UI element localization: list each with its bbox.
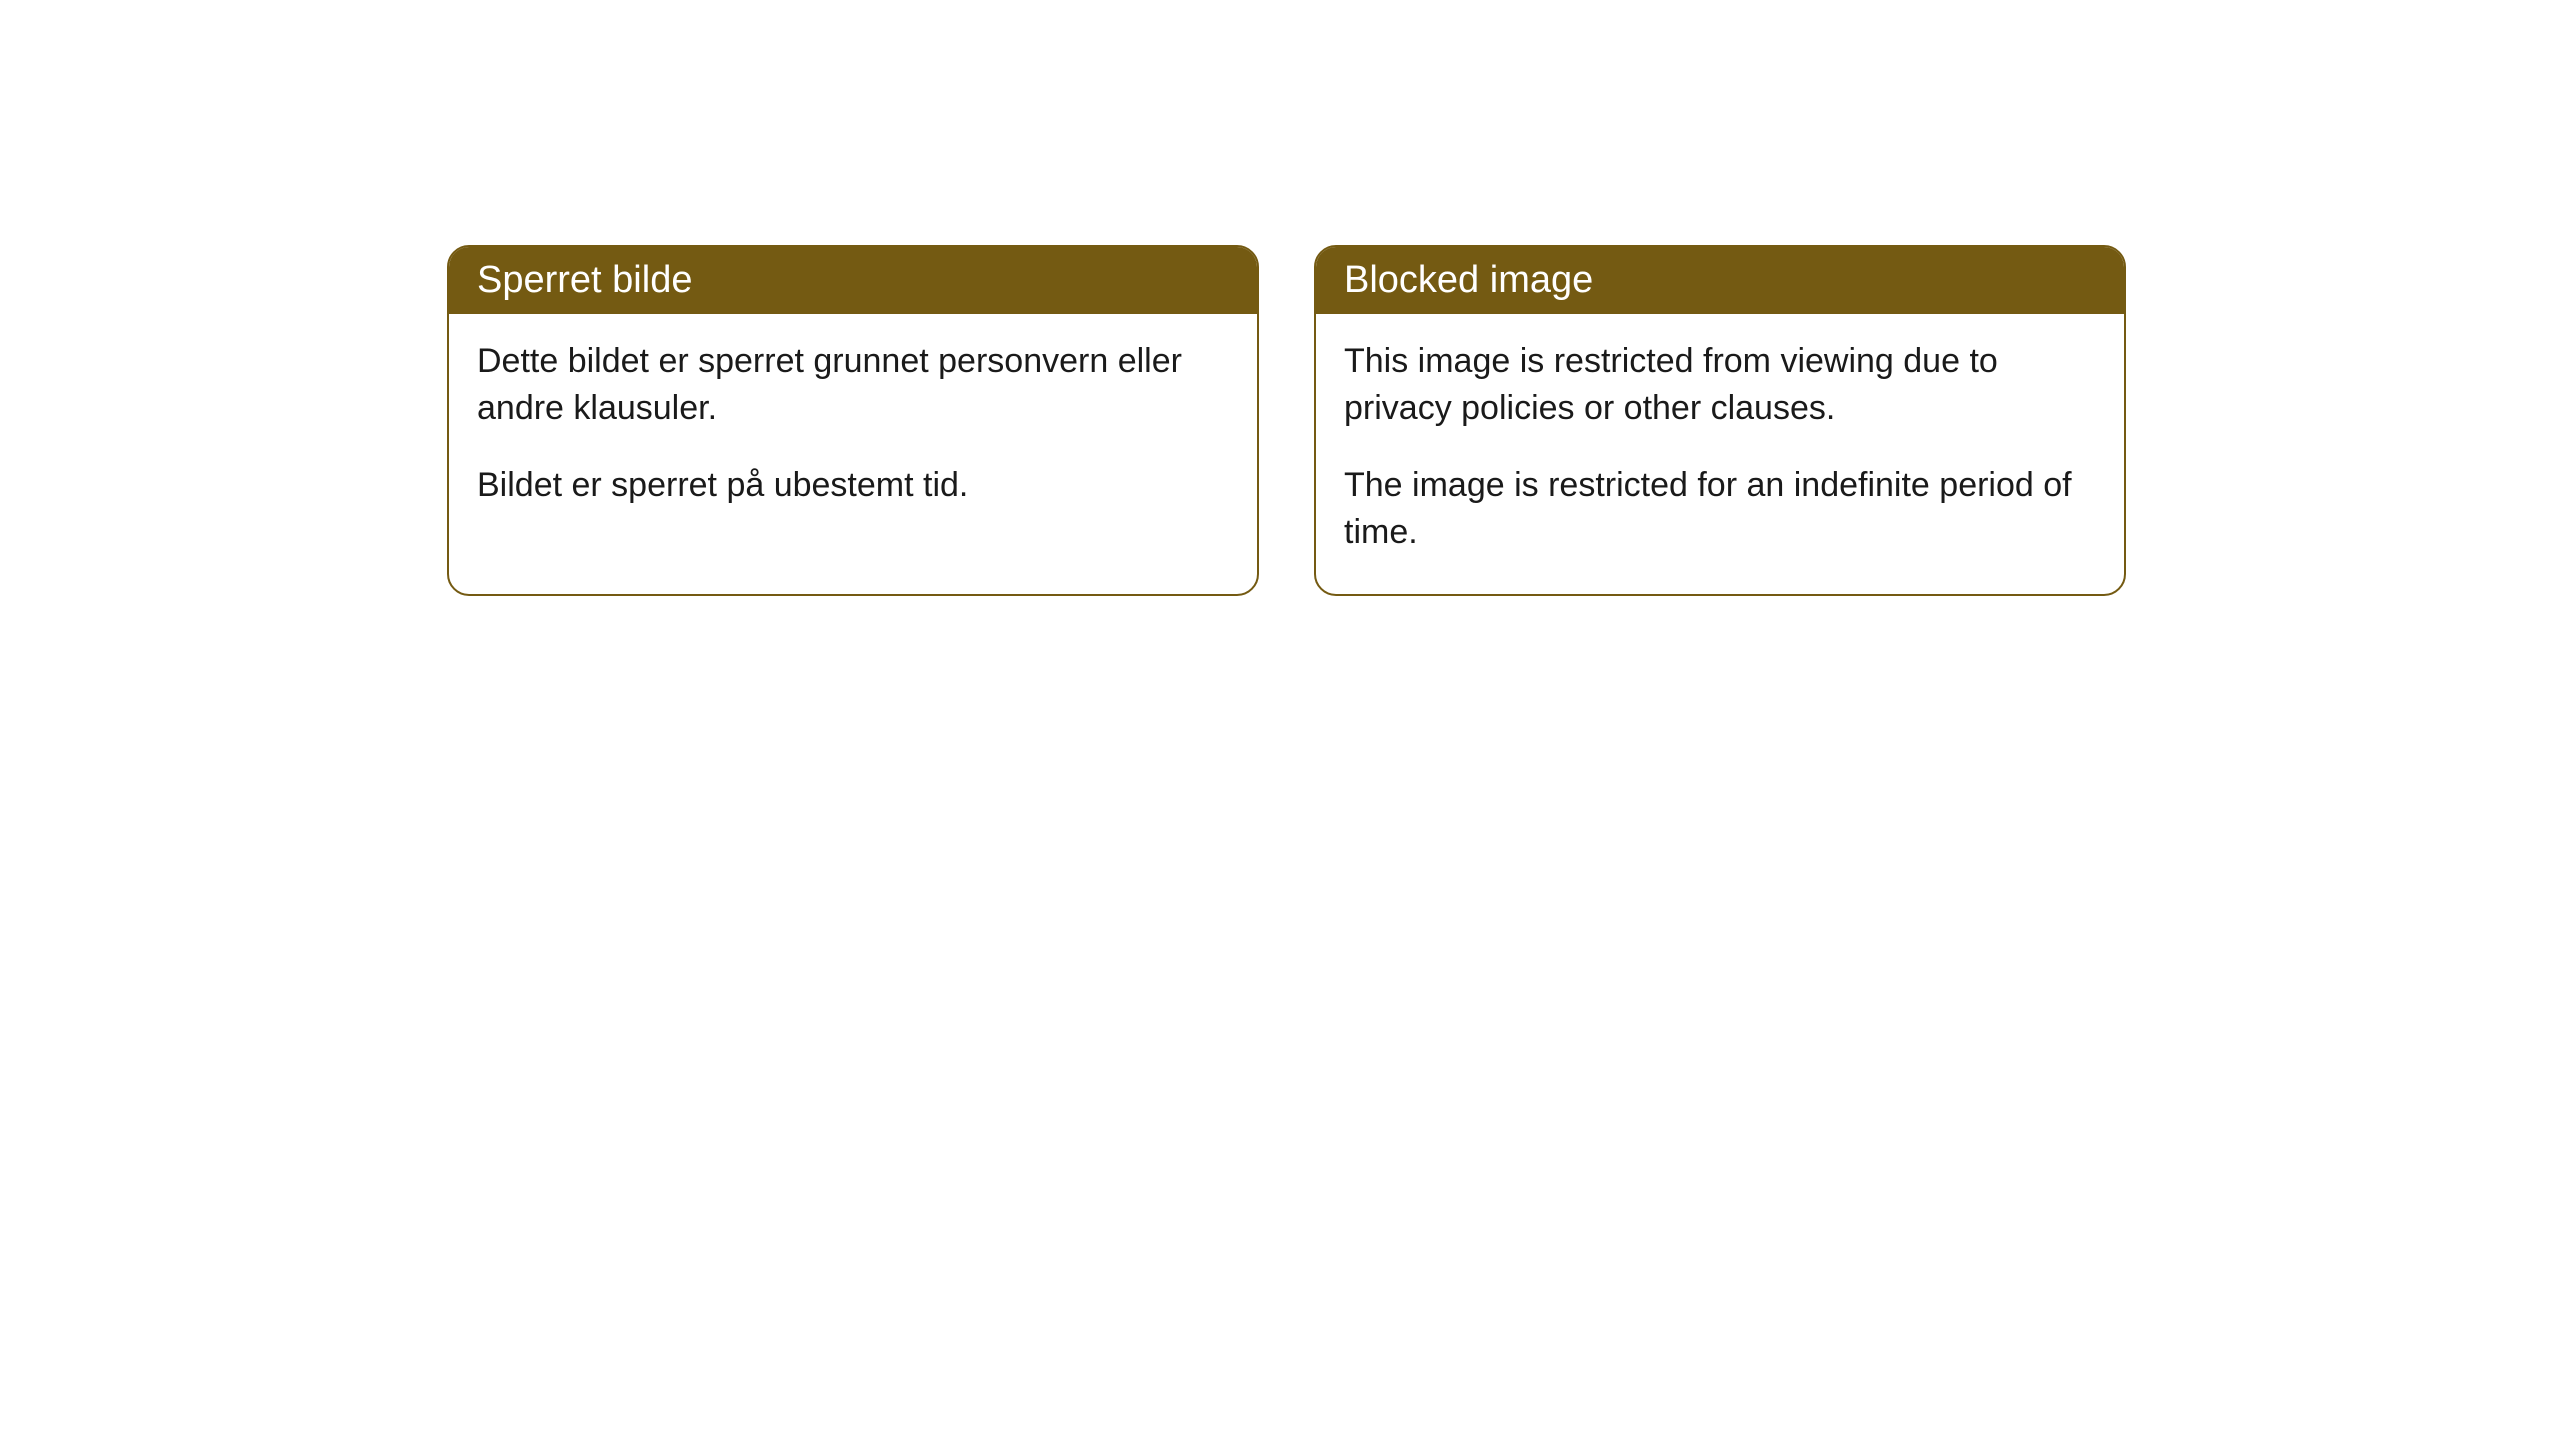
card-header-english: Blocked image (1316, 247, 2124, 314)
card-title: Sperret bilde (477, 259, 692, 301)
notice-text-line1: This image is restricted from viewing du… (1344, 338, 2096, 432)
notice-text-line1: Dette bildet er sperret grunnet personve… (477, 338, 1229, 432)
card-title: Blocked image (1344, 259, 1593, 301)
notice-text-line2: The image is restricted for an indefinit… (1344, 462, 2096, 556)
notice-cards-container: Sperret bilde Dette bildet er sperret gr… (0, 0, 2560, 596)
notice-card-norwegian: Sperret bilde Dette bildet er sperret gr… (447, 245, 1259, 596)
card-body-english: This image is restricted from viewing du… (1316, 314, 2124, 594)
card-header-norwegian: Sperret bilde (449, 247, 1257, 314)
notice-card-english: Blocked image This image is restricted f… (1314, 245, 2126, 596)
card-body-norwegian: Dette bildet er sperret grunnet personve… (449, 314, 1257, 547)
notice-text-line2: Bildet er sperret på ubestemt tid. (477, 462, 1229, 509)
